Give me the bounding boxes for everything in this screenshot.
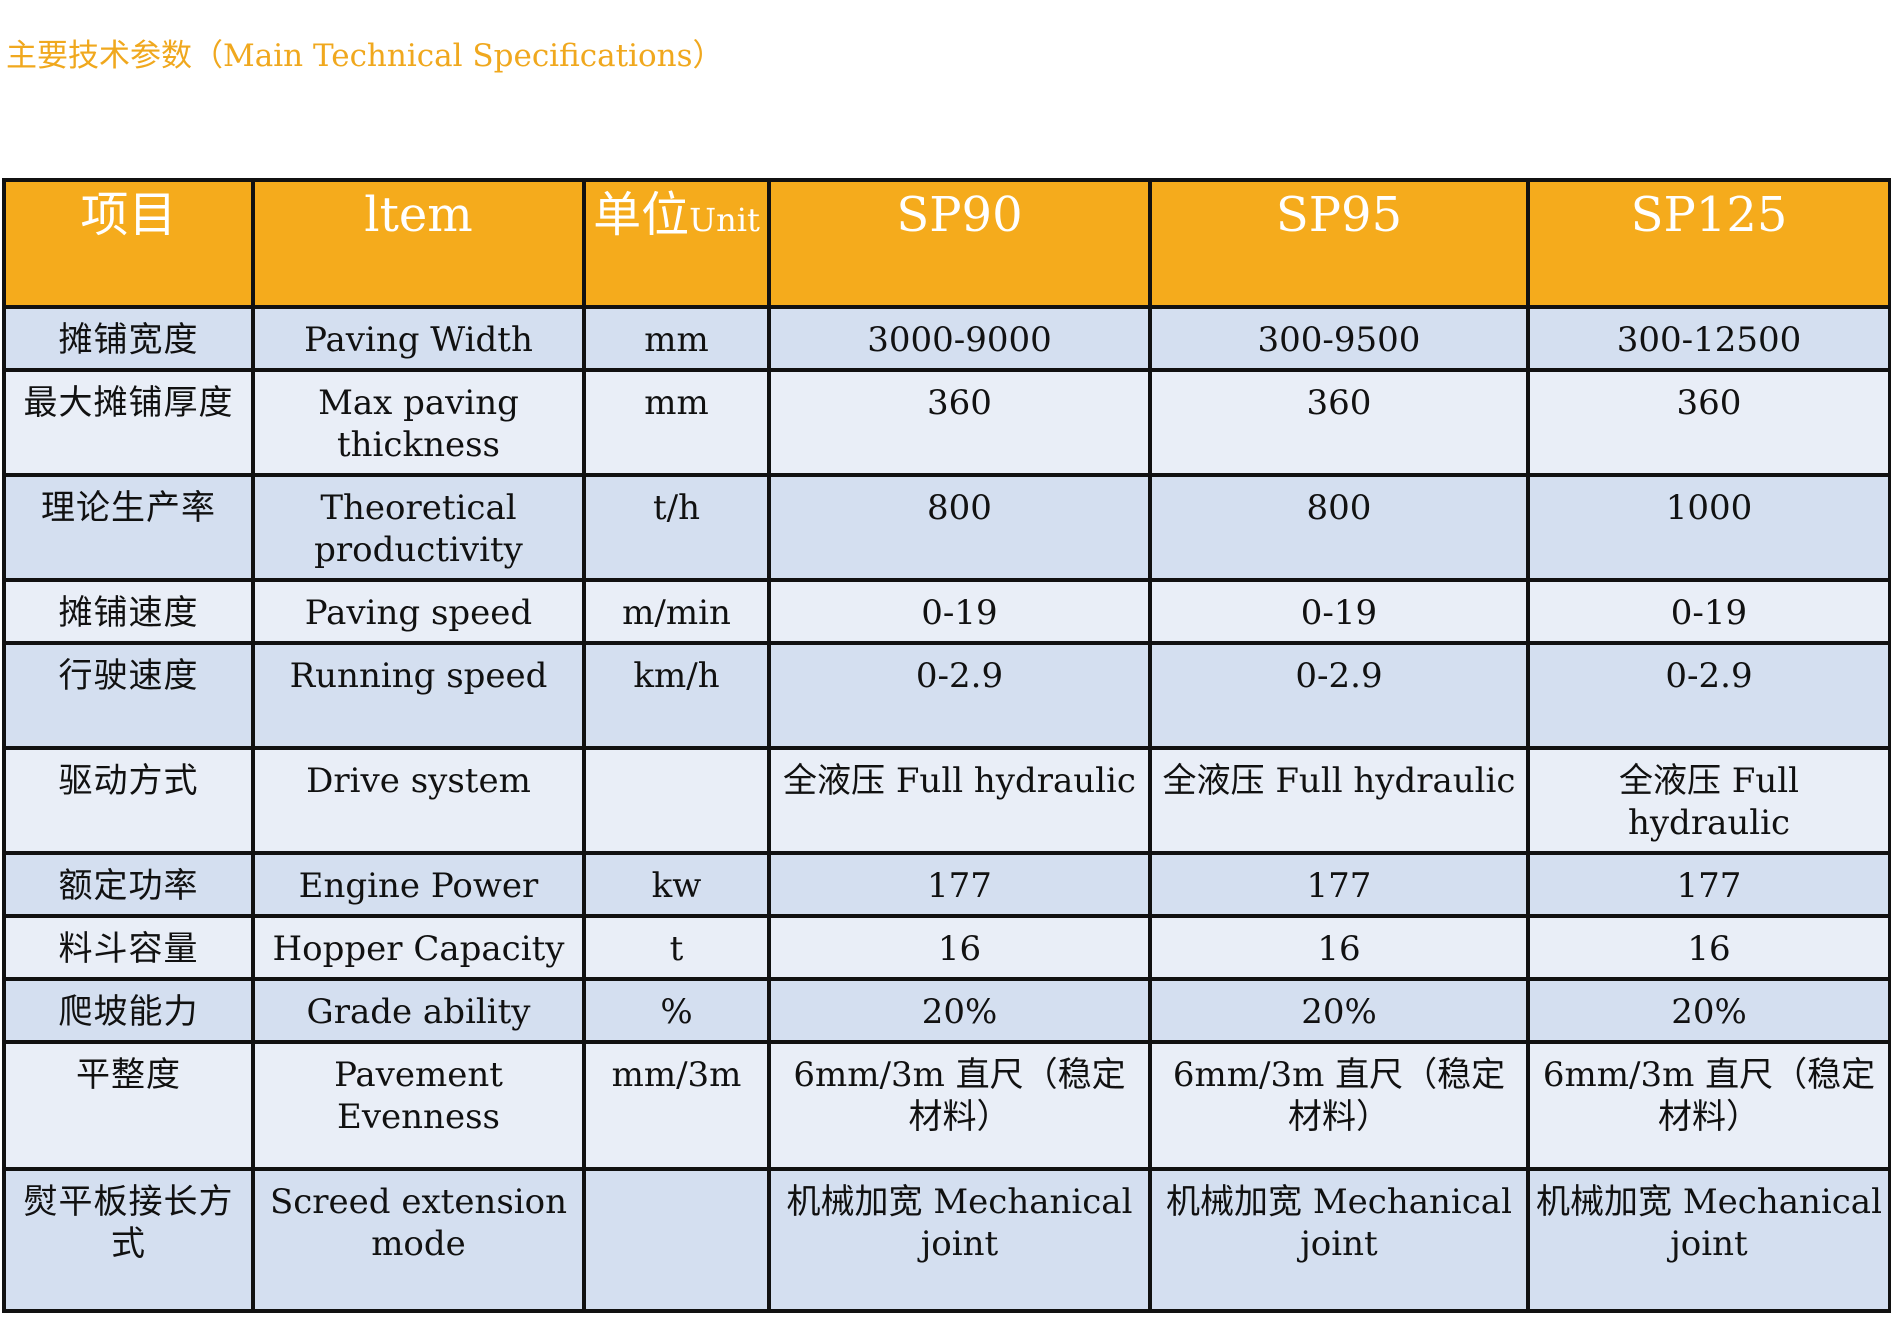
page-title: 主要技术参数（Main Technical Specifications） [6,38,724,74]
row-label-cn: 摊铺宽度 [2,305,255,372]
row-unit [582,1167,771,1313]
cell-sp90: 6mm/3m 直尺（稳定材料） [767,1040,1152,1171]
row-unit: mm [582,305,771,372]
row-label-cn: 行驶速度 [2,641,255,750]
spec-table: 项目 ltem 单位Unit SP90 SP95 SP125 摊铺宽度 Pavi… [2,178,1891,1313]
cell-sp95: 177 [1148,851,1530,918]
row-unit: t/h [582,473,771,582]
cell-sp90: 360 [767,368,1152,477]
header-sp125: SP125 [1526,178,1891,309]
cell-sp95: 0-2.9 [1148,641,1530,750]
row-unit: % [582,977,771,1044]
cell-sp95: 0-19 [1148,578,1530,645]
row-label-cn: 驱动方式 [2,746,255,855]
cell-sp125: 1000 [1526,473,1891,582]
row-label-cn: 爬坡能力 [2,977,255,1044]
header-unit-cn: 单位 [593,187,690,243]
row-unit: kw [582,851,771,918]
header-sp95: SP95 [1148,178,1530,309]
cell-sp95: 360 [1148,368,1530,477]
cell-sp95: 16 [1148,914,1530,981]
cell-sp90: 0-19 [767,578,1152,645]
cell-sp95: 800 [1148,473,1530,582]
table-row: 料斗容量 Hopper Capacity t 16 16 16 [2,914,1891,981]
table-row: 额定功率 Engine Power kw 177 177 177 [2,851,1891,918]
row-label-en: Paving Width [251,305,586,372]
cell-sp125: 0-19 [1526,578,1891,645]
table-row: 最大摊铺厚度 Max paving thickness mm 360 360 3… [2,368,1891,477]
row-label-cn: 平整度 [2,1040,255,1171]
header-sp90: SP90 [767,178,1152,309]
cell-sp90: 全液压 Full hydraulic [767,746,1152,855]
table-row: 熨平板接长方式 Screed extension mode 机械加宽 Mecha… [2,1167,1891,1313]
table-row: 摊铺速度 Paving speed m/min 0-19 0-19 0-19 [2,578,1891,645]
cell-sp95: 全液压 Full hydraulic [1148,746,1530,855]
row-label-en: Engine Power [251,851,586,918]
row-label-en: Drive system [251,746,586,855]
row-unit: mm [582,368,771,477]
table-header-row: 项目 ltem 单位Unit SP90 SP95 SP125 [2,178,1891,309]
cell-sp90: 3000-9000 [767,305,1152,372]
cell-sp90: 800 [767,473,1152,582]
row-label-en: Running speed [251,641,586,750]
cell-sp125: 全液压 Full hydraulic [1526,746,1891,855]
cell-sp125: 300-12500 [1526,305,1891,372]
cell-sp125: 16 [1526,914,1891,981]
header-unit: 单位Unit [582,178,771,309]
header-item-cn: 项目 [2,178,255,309]
row-label-en: Paving speed [251,578,586,645]
row-label-en: Screed extension mode [251,1167,586,1313]
cell-sp125: 360 [1526,368,1891,477]
cell-sp125: 20% [1526,977,1891,1044]
table-row: 摊铺宽度 Paving Width mm 3000-9000 300-9500 … [2,305,1891,372]
cell-sp95: 20% [1148,977,1530,1044]
cell-sp125: 机械加宽 Mechanical joint [1526,1167,1891,1313]
row-label-en: Max paving thickness [251,368,586,477]
cell-sp90: 0-2.9 [767,641,1152,750]
row-label-en: Theoretical productivity [251,473,586,582]
row-label-cn: 最大摊铺厚度 [2,368,255,477]
cell-sp125: 6mm/3m 直尺（稳定材料） [1526,1040,1891,1171]
cell-sp125: 0-2.9 [1526,641,1891,750]
row-unit: m/min [582,578,771,645]
cell-sp95: 机械加宽 Mechanical joint [1148,1167,1530,1313]
cell-sp90: 机械加宽 Mechanical joint [767,1167,1152,1313]
table-row: 爬坡能力 Grade ability % 20% 20% 20% [2,977,1891,1044]
table-row: 理论生产率 Theoretical productivity t/h 800 8… [2,473,1891,582]
row-label-cn: 理论生产率 [2,473,255,582]
cell-sp125: 177 [1526,851,1891,918]
cell-sp90: 177 [767,851,1152,918]
cell-sp90: 16 [767,914,1152,981]
cell-sp95: 300-9500 [1148,305,1530,372]
table-row: 平整度 Pavement Evenness mm/3m 6mm/3m 直尺（稳定… [2,1040,1891,1171]
row-label-en: Hopper Capacity [251,914,586,981]
row-unit [582,746,771,855]
row-label-cn: 料斗容量 [2,914,255,981]
cell-sp95: 6mm/3m 直尺（稳定材料） [1148,1040,1530,1171]
row-label-cn: 摊铺速度 [2,578,255,645]
table-row: 行驶速度 Running speed km/h 0-2.9 0-2.9 0-2.… [2,641,1891,750]
header-unit-en: Unit [689,201,760,239]
row-unit: km/h [582,641,771,750]
header-item-en: ltem [251,178,586,309]
row-unit: mm/3m [582,1040,771,1171]
cell-sp90: 20% [767,977,1152,1044]
table-row: 驱动方式 Drive system 全液压 Full hydraulic 全液压… [2,746,1891,855]
row-label-en: Grade ability [251,977,586,1044]
row-label-cn: 额定功率 [2,851,255,918]
row-label-en: Pavement Evenness [251,1040,586,1171]
row-unit: t [582,914,771,981]
row-label-cn: 熨平板接长方式 [2,1167,255,1313]
